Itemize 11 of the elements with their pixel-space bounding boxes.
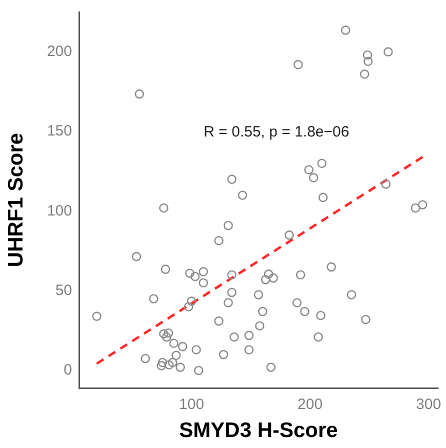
y-tick-label: 0 <box>64 362 72 379</box>
y-tick-label: 150 <box>46 122 72 140</box>
x-tick-label: 200 <box>298 396 323 414</box>
x-axis-title: SMYD3 H-Score <box>179 419 338 442</box>
y-tick-label: 50 <box>55 282 72 299</box>
y-tick-label: 100 <box>46 202 72 220</box>
x-tick-label: 100 <box>179 396 204 414</box>
y-axis-title: UHRF1 Score <box>4 132 28 268</box>
annotation: R = 0.55, p = 1.8e−06 <box>204 123 350 140</box>
y-tick-label: 200 <box>46 42 72 60</box>
x-tick-label: 300 <box>416 396 442 414</box>
